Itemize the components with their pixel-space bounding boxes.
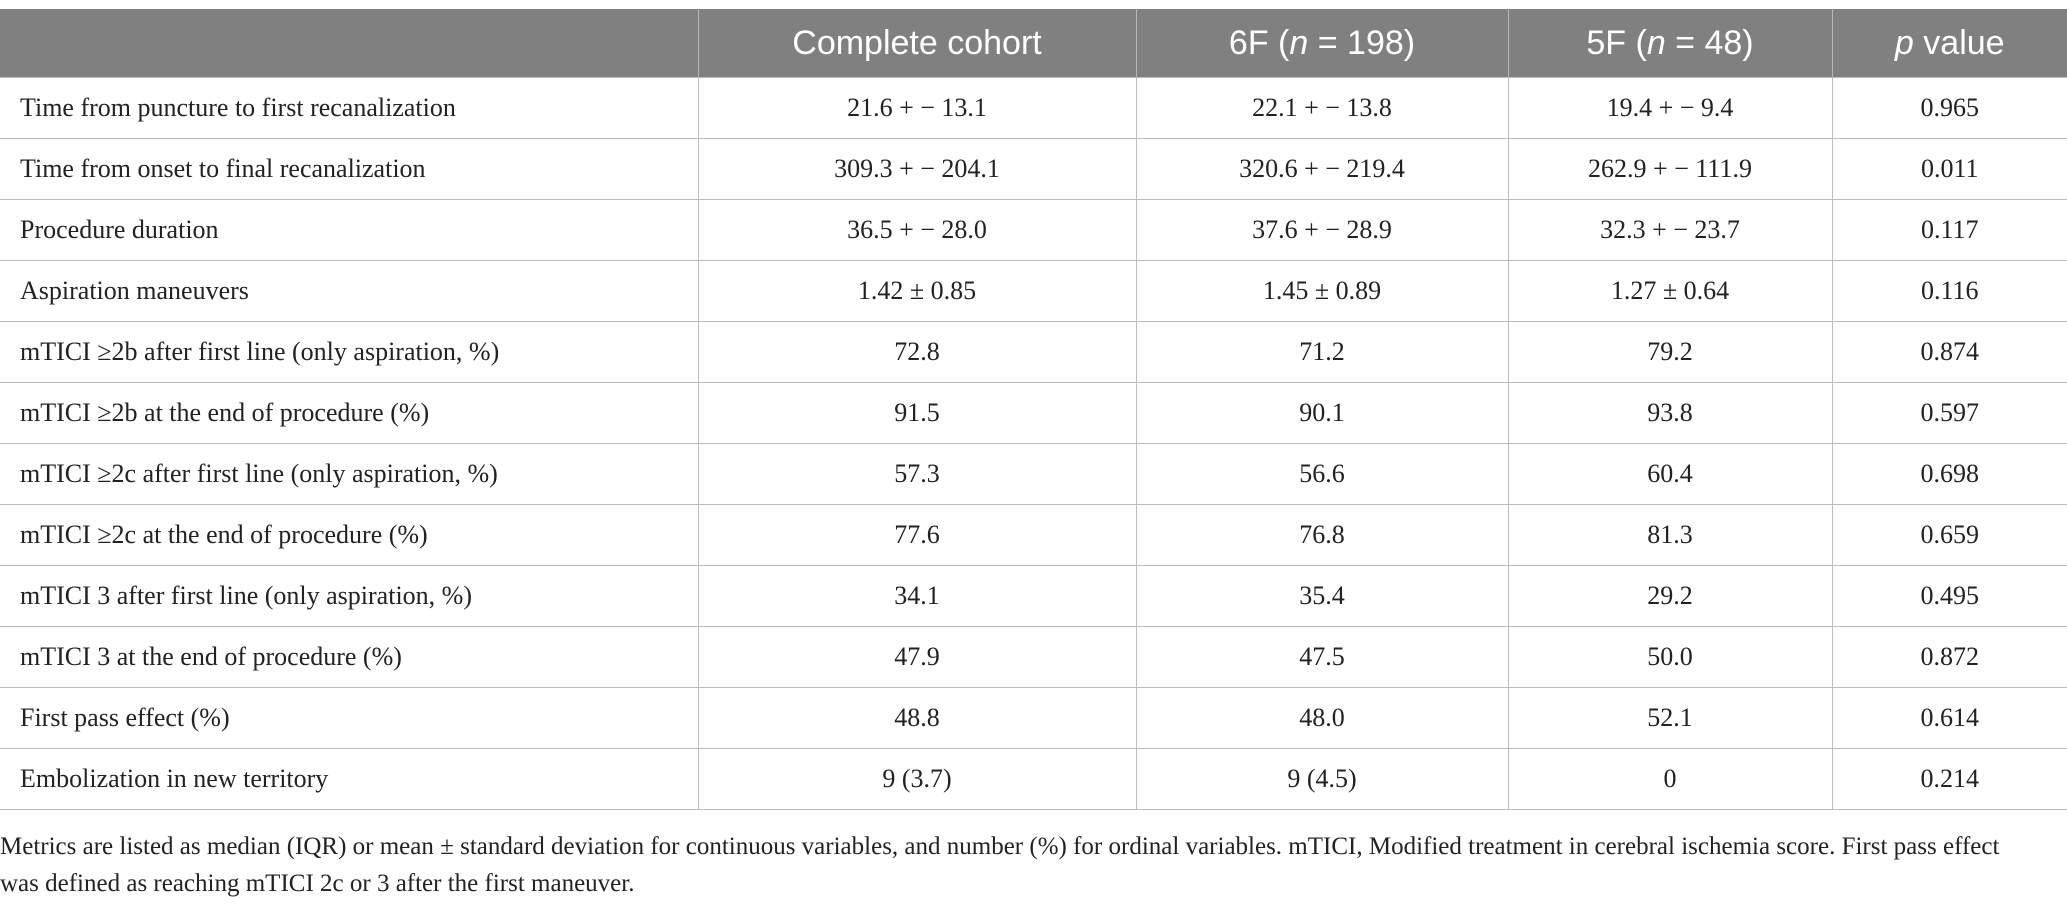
cell: 56.6 xyxy=(1135,443,1509,505)
header-italic: n xyxy=(1289,23,1309,62)
cell: 0.597 xyxy=(1831,382,2067,444)
header-cell: 5F (n = 48) xyxy=(1507,9,1832,78)
header-text: value xyxy=(1913,23,2005,62)
table-row: Aspiration maneuvers 1.42 ± 0.85 1.45 ± 0.… xyxy=(0,260,2067,322)
row-label: Embolization in new territory xyxy=(0,748,699,810)
row-label: mTICI ≥2c at the end of procedure (%) xyxy=(0,504,699,566)
table-row: Embolization in new territory 9 (3.7) 9 (4… xyxy=(0,748,2067,810)
header-cell: Complete cohort xyxy=(697,9,1136,78)
table-row: Procedure duration 36.5 + − 28.0 37.6 + − … xyxy=(0,199,2067,261)
cell: 0.117 xyxy=(1831,199,2067,261)
cell: 21.6 + − 13.1 xyxy=(697,77,1137,139)
cell: 320.6 + − 219.4 xyxy=(1135,138,1509,200)
table-row: mTICI ≥2b after first line (only aspirat… xyxy=(0,321,2067,383)
table-wrap: Complete cohort 6F (n = 198) 5F (n = 48) p … xyxy=(0,9,2067,810)
table-row: mTICI 3 at the end of procedure (%) 47.9 4… xyxy=(0,626,2067,688)
cell: 29.2 xyxy=(1507,565,1833,627)
cell: 90.1 xyxy=(1135,382,1509,444)
table-body: Time from puncture to first recanalizati… xyxy=(0,77,2067,810)
table-row: mTICI ≥2c after first line (only aspirat… xyxy=(0,443,2067,505)
header-text: = 198) xyxy=(1308,23,1416,62)
cell: 93.8 xyxy=(1507,382,1833,444)
cell: 0.495 xyxy=(1831,565,2067,627)
cell: 36.5 + − 28.0 xyxy=(697,199,1137,261)
row-label: mTICI ≥2b after first line (only aspirat… xyxy=(0,321,699,383)
cell: 47.9 xyxy=(697,626,1137,688)
row-label: mTICI 3 after first line (only aspiratio… xyxy=(0,565,699,627)
cell: 35.4 xyxy=(1135,565,1509,627)
header-cell: 6F (n = 198) xyxy=(1135,9,1508,78)
cell: 262.9 + − 111.9 xyxy=(1507,138,1833,200)
cell: 91.5 xyxy=(697,382,1137,444)
cell: 50.0 xyxy=(1507,626,1833,688)
cell: 71.2 xyxy=(1135,321,1509,383)
header-italic: p xyxy=(1894,23,1914,62)
row-label: Procedure duration xyxy=(0,199,699,261)
header-row: Complete cohort 6F (n = 198) 5F (n = 48) p … xyxy=(0,9,2067,78)
cell: 34.1 xyxy=(697,565,1137,627)
cell: 9 (4.5) xyxy=(1135,748,1509,810)
cell: 0.116 xyxy=(1831,260,2067,322)
cell: 9 (3.7) xyxy=(697,748,1137,810)
cell: 0.874 xyxy=(1831,321,2067,383)
header-text: Complete cohort xyxy=(792,23,1042,62)
row-label: Time from puncture to first recanalizati… xyxy=(0,77,699,139)
cell: 0.214 xyxy=(1831,748,2067,810)
cell: 77.6 xyxy=(697,504,1137,566)
cell: 32.3 + − 23.7 xyxy=(1507,199,1833,261)
header-cell: p value xyxy=(1831,9,2067,78)
cell: 19.4 + − 9.4 xyxy=(1507,77,1833,139)
cell: 47.5 xyxy=(1135,626,1509,688)
header-text: 5F ( xyxy=(1586,23,1647,62)
cell: 0.965 xyxy=(1831,77,2067,139)
cell: 0.659 xyxy=(1831,504,2067,566)
header-cell xyxy=(0,9,698,78)
header-italic: n xyxy=(1646,23,1666,62)
header-text: = 48) xyxy=(1665,23,1754,62)
cell: 0.872 xyxy=(1831,626,2067,688)
row-label: mTICI ≥2b at the end of procedure (%) xyxy=(0,382,699,444)
table-row: mTICI ≥2b at the end of procedure (%) 91.… xyxy=(0,382,2067,444)
cell: 309.3 + − 204.1 xyxy=(697,138,1137,200)
cell: 48.0 xyxy=(1135,687,1509,749)
table-row: mTICI ≥2c at the end of procedure (%) 77.… xyxy=(0,504,2067,566)
cell: 0.698 xyxy=(1831,443,2067,505)
cell: 1.27 ± 0.64 xyxy=(1507,260,1833,322)
cell: 1.45 ± 0.89 xyxy=(1135,260,1509,322)
row-label: Aspiration maneuvers xyxy=(0,260,699,322)
table-row: mTICI 3 after first line (only aspiratio… xyxy=(0,565,2067,627)
cell: 72.8 xyxy=(697,321,1137,383)
table-row: Time from puncture to first recanalizati… xyxy=(0,77,2067,139)
cell: 48.8 xyxy=(697,687,1137,749)
cell: 0.011 xyxy=(1831,138,2067,200)
cell: 22.1 + − 13.8 xyxy=(1135,77,1509,139)
results-table: Complete cohort 6F (n = 198) 5F (n = 48) p … xyxy=(0,9,2067,810)
row-label: mTICI ≥2c after first line (only aspirat… xyxy=(0,443,699,505)
cell: 81.3 xyxy=(1507,504,1833,566)
header-text: 6F ( xyxy=(1228,23,1290,62)
cell: 37.6 + − 28.9 xyxy=(1135,199,1509,261)
cell: 79.2 xyxy=(1507,321,1833,383)
cell: 57.3 xyxy=(697,443,1137,505)
row-label: mTICI 3 at the end of procedure (%) xyxy=(0,626,699,688)
cell: 76.8 xyxy=(1135,504,1509,566)
footnote: Metrics are listed as median (IQR) or me… xyxy=(0,833,2000,897)
cell: 0 xyxy=(1507,748,1833,810)
cell: 52.1 xyxy=(1507,687,1833,749)
cell: 1.42 ± 0.85 xyxy=(697,260,1137,322)
cell: 0.614 xyxy=(1831,687,2067,749)
row-label: First pass effect (%) xyxy=(0,687,699,749)
cell: 60.4 xyxy=(1507,443,1833,505)
row-label: Time from onset to final recanalization xyxy=(0,138,699,200)
table-row: Time from onset to final recanalization 3… xyxy=(0,138,2067,200)
table-row: First pass effect (%) 48.8 48.0 52.1 0.614 xyxy=(0,687,2067,749)
